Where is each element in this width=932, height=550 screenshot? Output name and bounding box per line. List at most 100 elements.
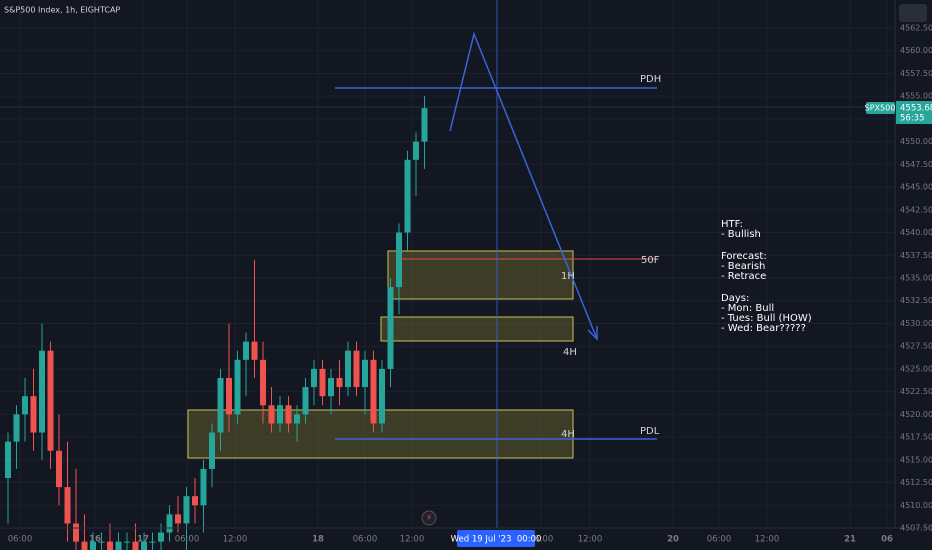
y-tick-label: 4540.00 [900, 228, 932, 237]
candle-body [336, 378, 343, 388]
chart-title: S&P500 Index, 1h, EIGHTCAP [4, 6, 120, 15]
candle-body [353, 350, 360, 388]
candle-body [149, 541, 156, 543]
candle-body [370, 359, 377, 424]
candle-body [56, 450, 62, 488]
note-line: - Tues: Bull (HOW) [721, 313, 812, 324]
x-tick-label: 21 [844, 535, 856, 545]
y-tick-label: 4557.50 [900, 69, 932, 78]
candle-body [302, 387, 309, 415]
y-tick-label: 4537.50 [900, 251, 932, 260]
x-tick-label: 18 [312, 535, 324, 545]
candle-body [277, 405, 283, 424]
x-tick-label: 12:00 [400, 535, 425, 545]
countdown: 56:35 [900, 114, 925, 124]
candle-body [98, 541, 105, 543]
x-tick-label: 17 [137, 535, 149, 545]
y-tick-label: 4507.50 [900, 524, 932, 533]
x-tick-label: 06 [881, 535, 893, 545]
x-tick-label: 16 [89, 535, 101, 545]
candle-body [319, 368, 326, 397]
note-line: Days: [721, 293, 749, 304]
y-tick-label: 4517.50 [900, 433, 932, 442]
candle-body [81, 541, 88, 550]
candle-body [209, 432, 215, 469]
pdh-label: PDH [640, 74, 661, 85]
candle-body [387, 287, 394, 369]
candle-body [260, 359, 266, 406]
notes: HTF:- Bullish Forecast:- Bearish- Retrace… [721, 219, 812, 334]
note-line: - Bearish [721, 261, 765, 272]
crosshair-label: Wed 19 Jul '23 00:00 [451, 535, 542, 545]
candle-body [90, 541, 96, 550]
note-line: - Bullish [721, 229, 761, 240]
event-icon[interactable] [421, 510, 437, 526]
y-tick-label: 4530.00 [900, 319, 932, 328]
candle-body [115, 541, 122, 550]
candle-body [217, 378, 224, 433]
candle-body [404, 159, 411, 233]
y-tick-label: 4520.00 [900, 410, 932, 419]
candle-body [141, 541, 147, 550]
x-tick-label: 12:00 [578, 535, 603, 545]
candle-body [345, 350, 351, 388]
y-tick-label: 4527.50 [900, 342, 932, 351]
note-line: Forecast: [721, 251, 767, 262]
forecast-arrow [449, 31, 598, 340]
settings-icon[interactable] [899, 4, 927, 22]
x-tick-label: 06:00 [353, 535, 378, 545]
x-tick-label: 12:00 [755, 535, 780, 545]
y-tick-label: 4542.50 [900, 205, 932, 214]
arrow-head [587, 326, 598, 341]
note-line: HTF: [721, 219, 743, 230]
x-tick-label: 20 [667, 535, 679, 545]
candle-body [311, 368, 317, 388]
note-line: - Wed: Bear????? [721, 323, 806, 334]
candle-body [226, 378, 232, 415]
y-tick-label: 4555.00 [900, 92, 932, 101]
crosshair-tag [457, 530, 535, 547]
candle-body [294, 414, 300, 424]
x-tick-label: 06:00 [707, 535, 732, 545]
x-tick-label: 12:00 [223, 535, 248, 545]
event-icon-glyph: ⚡ [426, 514, 432, 524]
price-tag [896, 101, 932, 124]
y-tick-label: 4560.00 [900, 46, 932, 55]
fifty-label: 50F [641, 255, 660, 266]
candles [5, 96, 428, 550]
y-tick-label: 4515.00 [900, 455, 932, 464]
candle-body [166, 514, 173, 533]
y-tick-label: 4525.00 [900, 364, 932, 373]
candle-body [30, 396, 37, 433]
zone-label: 4H [561, 429, 575, 440]
y-tick-label: 4547.50 [900, 160, 932, 169]
candle-body [22, 396, 28, 415]
x-tick-label: 06:00 [529, 535, 554, 545]
y-tick-label: 4510.00 [900, 501, 932, 510]
y-tick-label: 4535.00 [900, 274, 932, 283]
candle-body [158, 532, 164, 542]
y-tick-label: 4532.50 [900, 296, 932, 305]
x-tick-label: 06:00 [175, 535, 200, 545]
pdl-label: PDL [640, 426, 660, 437]
grid [0, 0, 895, 529]
y-tick-label: 4545.00 [900, 183, 932, 192]
candle-body [73, 523, 79, 542]
candle-body [192, 496, 198, 506]
candle-body [200, 468, 207, 506]
y-tick-label: 4522.50 [900, 387, 932, 396]
candle-body [268, 405, 275, 424]
note-line: - Retrace [721, 271, 766, 282]
candle-body [39, 350, 45, 433]
candle-body [251, 341, 258, 360]
zone-box [380, 316, 574, 342]
last-price: 4553.68 [900, 104, 932, 114]
symbol-tag [866, 102, 895, 114]
candle-body [362, 359, 368, 388]
candle-body [421, 108, 428, 142]
symbol-label: SPX500 [865, 104, 896, 113]
x-tick-label: 06:00 [8, 535, 33, 545]
price-axis [895, 0, 932, 550]
candle-body [328, 378, 334, 397]
